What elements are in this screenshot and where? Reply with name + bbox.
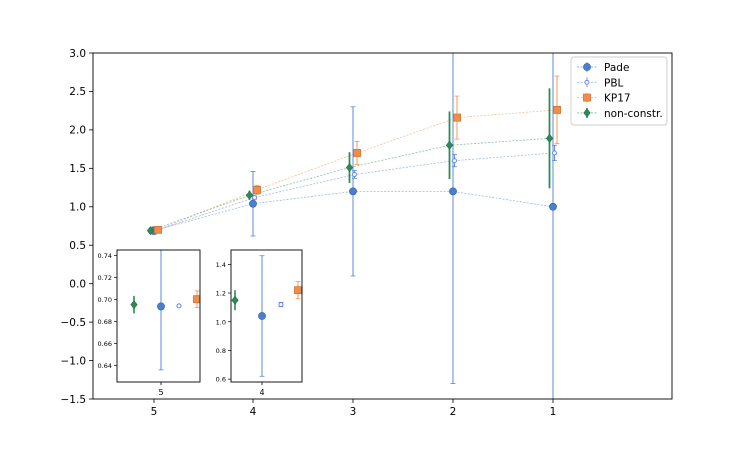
x-tick-label: 1	[550, 406, 557, 418]
data-point-non-constr	[146, 226, 155, 236]
data-point-kp17	[253, 185, 261, 194]
inset-y-tick-label: 1.4	[216, 261, 226, 269]
inset-y-tick-label: 1.0	[216, 318, 226, 326]
inset-4-x-label: 4	[259, 388, 264, 397]
legend-item-pbl: PBL	[577, 77, 624, 89]
y-tick-label: 1.0	[69, 202, 86, 214]
y-tick-label: 1.5	[69, 163, 86, 175]
inset-y-tick-label: 0.72	[98, 274, 112, 282]
legend-item-pade: Pade	[577, 62, 629, 74]
data-point-kp17	[453, 113, 461, 122]
data-point-non-constr	[445, 140, 454, 150]
data-point-pbl	[552, 150, 557, 156]
inset-point-kp17	[294, 286, 302, 295]
y-tick-label: −1.0	[61, 355, 87, 367]
x-tick-label: 3	[350, 406, 357, 418]
inset-y-tick-label: 0.64	[98, 362, 112, 370]
inset-5-x-label: 5	[158, 388, 163, 397]
data-point-non-constr	[245, 190, 254, 200]
x-tick-label: 2	[450, 406, 457, 418]
inset-point-pbl	[176, 303, 182, 309]
series-line-non-constr	[150, 137, 550, 231]
inset-4-background	[231, 250, 302, 382]
y-tick-label: 2.5	[69, 86, 86, 98]
data-point-kp17	[154, 225, 162, 234]
x-tick-label: 5	[151, 406, 158, 418]
inset-y-tick-label: 0.74	[98, 252, 112, 260]
inset-y-tick-label: 0.8	[216, 347, 226, 355]
legend-marker-non-constr	[583, 108, 591, 118]
inset-point-pade	[258, 312, 266, 320]
inset-y-tick-label: 0.6	[216, 376, 226, 384]
main-markers	[146, 105, 561, 236]
data-point-pade	[549, 202, 557, 211]
inset-y-tick-label: 0.66	[98, 340, 112, 348]
legend-marker-kp17	[583, 93, 591, 102]
inset-point-non-constr	[130, 300, 138, 310]
inset-y-tick-label: 1.2	[216, 290, 226, 298]
legend: Pade PBL KP17 non-constr.	[570, 56, 668, 126]
data-point-kp17	[553, 105, 561, 114]
inset-5-y-axis: 0.64 0.66 0.68 0.70 0.72 0.74	[98, 252, 117, 370]
inset-point-pbl	[278, 302, 284, 307]
data-point-non-constr	[545, 133, 554, 143]
y-tick-label: 3.0	[69, 48, 86, 60]
inset-point-kp17	[193, 295, 200, 304]
main-y-axis: −1.5 −1.0 −0.5 0.0 0.5 1.0 1.5 2.0 2.5 3.0	[61, 48, 93, 406]
inset-5-background	[117, 250, 200, 382]
data-point-pade	[449, 187, 457, 196]
legend-label-pade: Pade	[604, 62, 629, 74]
inset-4-frame	[230, 249, 303, 383]
data-point-pbl	[252, 195, 257, 201]
y-tick-label: 0.5	[69, 240, 86, 252]
inset-point-pade	[157, 302, 165, 311]
inset-y-tick-label: 0.68	[98, 318, 112, 326]
legend-label-kp17: KP17	[604, 93, 631, 105]
inset-5: 0.64 0.66 0.68 0.70 0.72 0.74 5	[98, 249, 201, 397]
inset-4-y-axis: 0.6 0.8 1.0 1.2 1.4	[216, 261, 231, 384]
y-tick-label: −1.5	[61, 394, 87, 406]
series-line-kp17	[157, 109, 558, 231]
legend-item-kp17: KP17	[577, 92, 631, 105]
data-point-non-constr	[345, 163, 354, 173]
main-x-axis: 5 4 3 2 1	[151, 399, 557, 418]
legend-label-pbl: PBL	[604, 77, 624, 89]
data-point-pade	[349, 187, 357, 196]
y-tick-label: 0.0	[69, 278, 86, 290]
data-point-pbl	[452, 158, 457, 164]
legend-box	[570, 56, 668, 126]
data-point-kp17	[353, 149, 361, 157]
inset-point-non-constr	[231, 295, 239, 305]
inset-5-frame	[116, 249, 201, 383]
data-point-pbl	[352, 172, 357, 177]
legend-marker-pbl	[584, 79, 590, 85]
y-tick-label: −0.5	[61, 317, 87, 329]
x-tick-label: 4	[250, 406, 257, 418]
legend-item-non-constr: non-constr.	[577, 107, 663, 120]
legend-label-non-constr: non-constr.	[604, 108, 663, 120]
inset-4: 0.6 0.8 1.0 1.2 1.4 4	[216, 249, 303, 397]
main-plot-frame	[92, 52, 673, 400]
y-tick-label: 2.0	[69, 125, 86, 137]
data-point-pade	[249, 199, 257, 208]
inset-y-tick-label: 0.70	[98, 296, 112, 304]
legend-marker-pade	[583, 63, 591, 71]
